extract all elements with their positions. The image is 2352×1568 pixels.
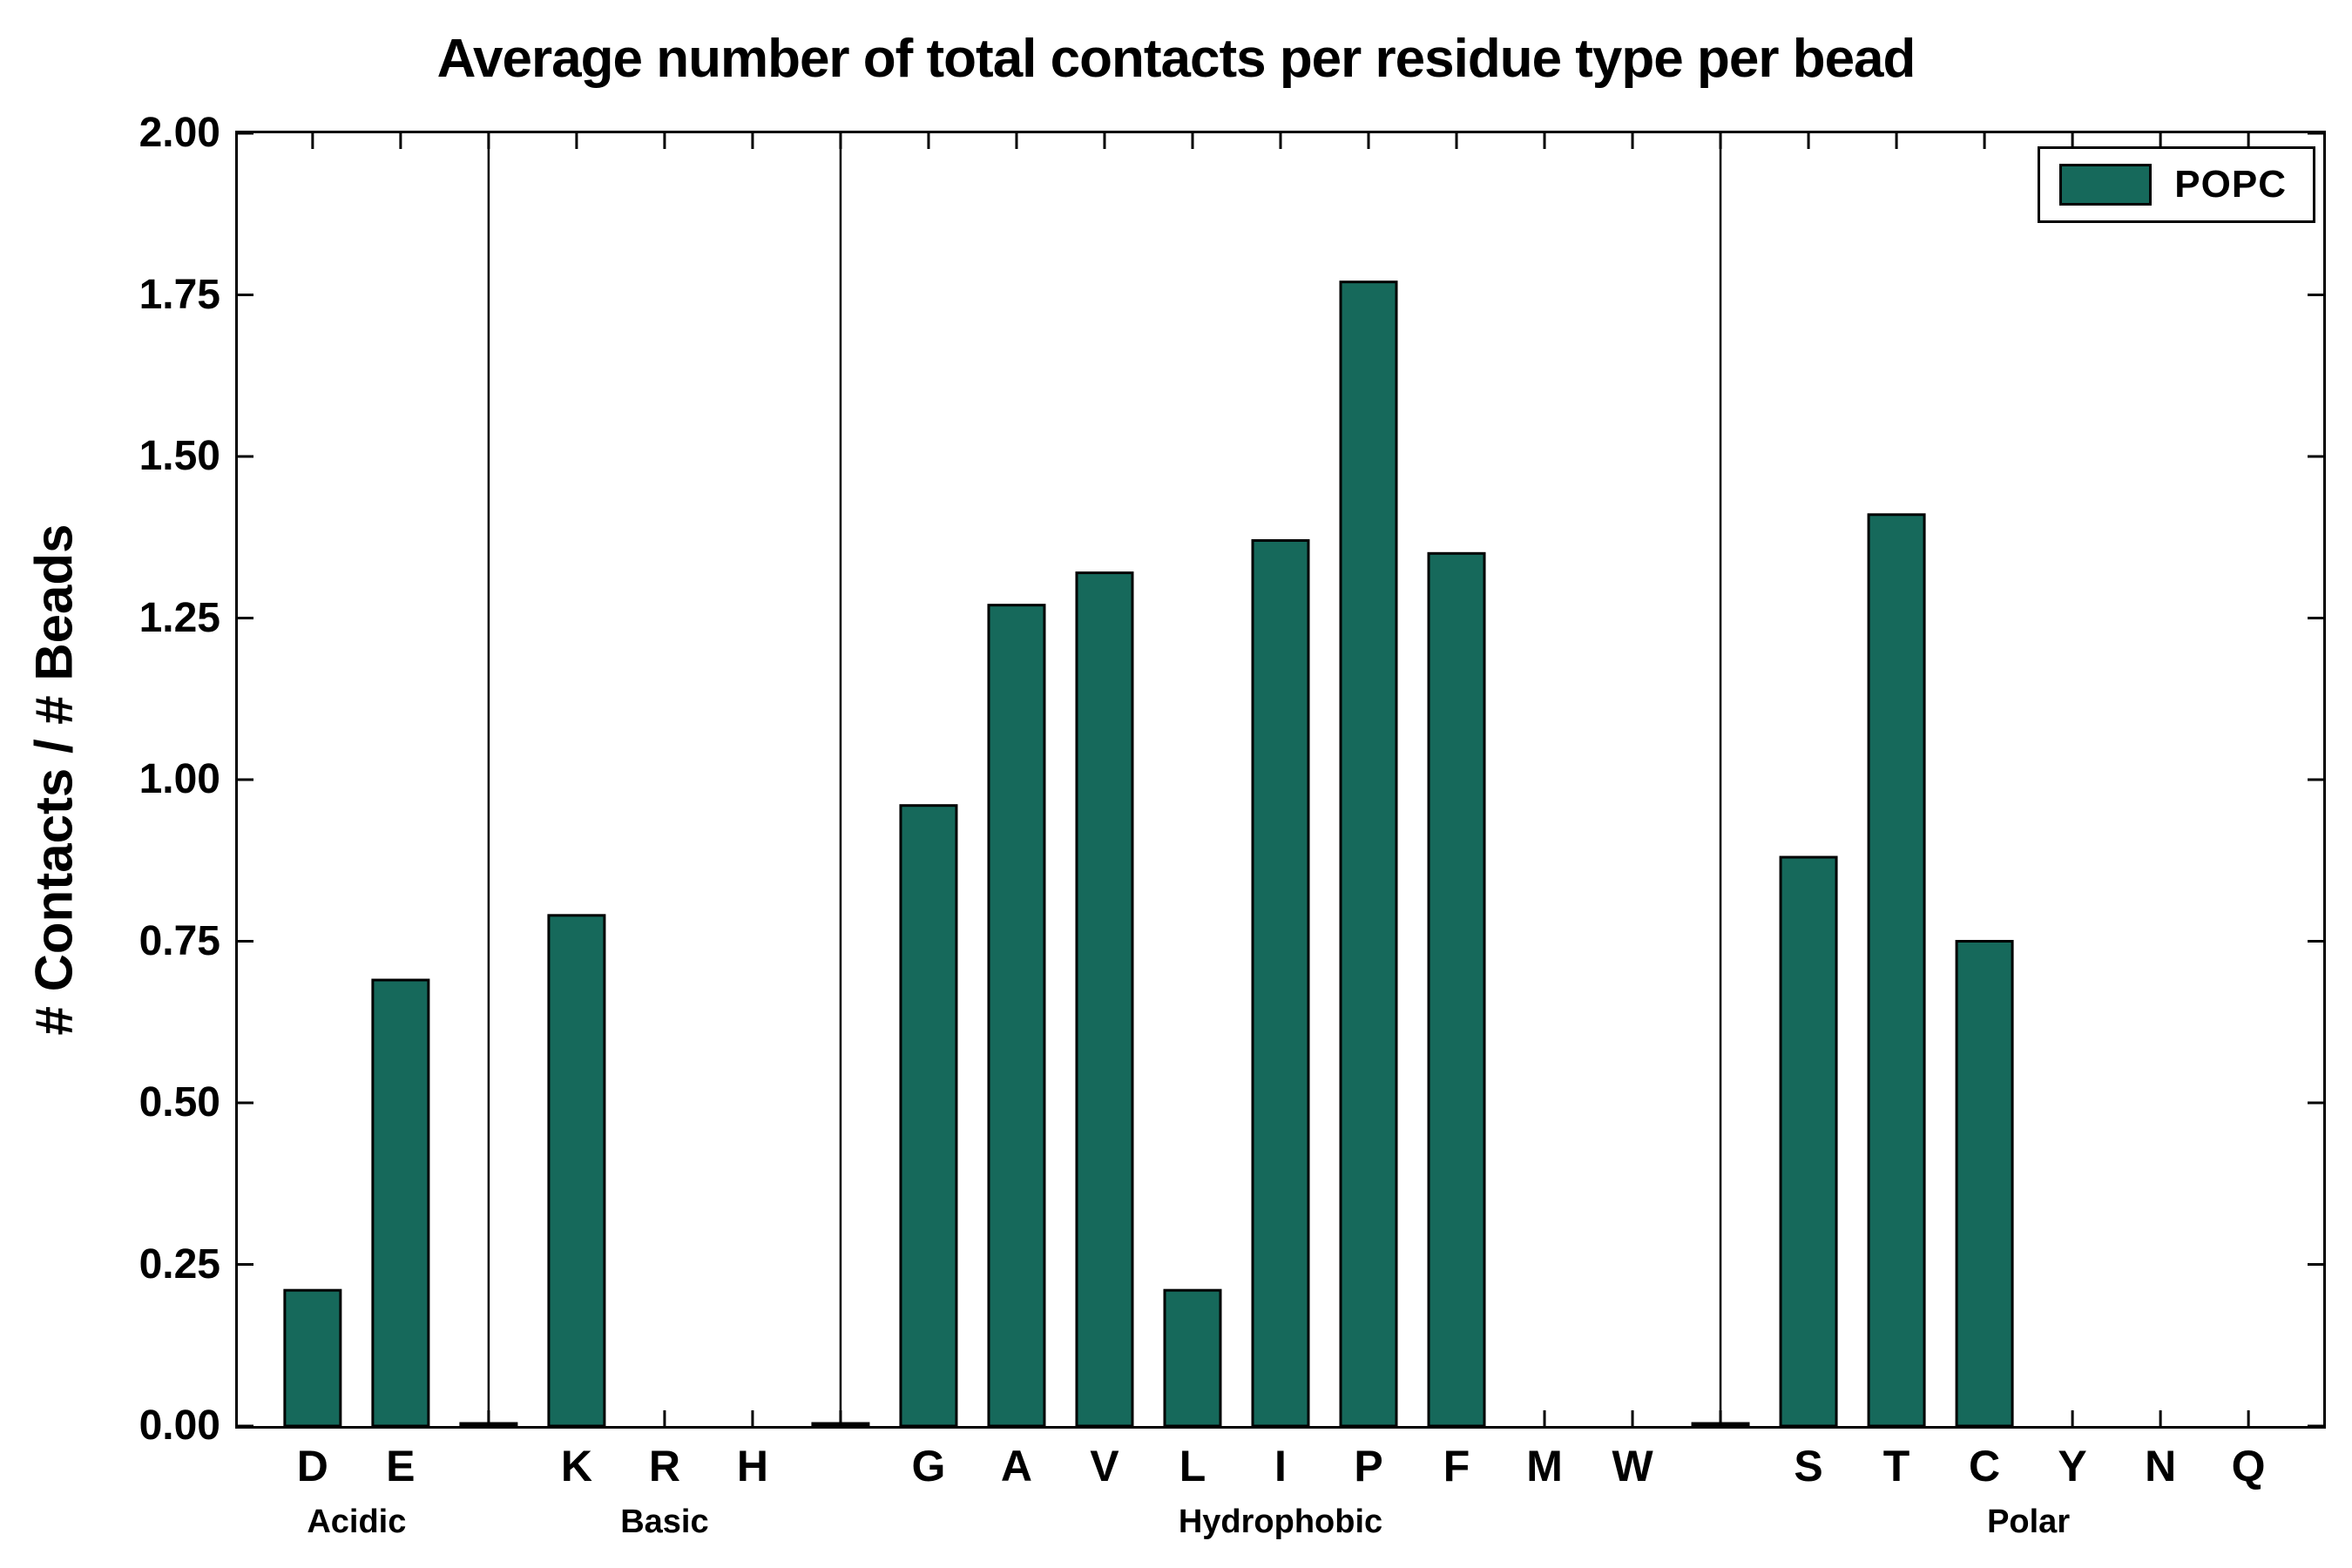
gap-marker-bar [459, 1422, 518, 1426]
bar-I [1251, 538, 1310, 1426]
y-tick-label-0.25: 0.25 [139, 1240, 220, 1288]
x-tick-label-G: G [911, 1442, 946, 1490]
y-tick-label-0.75: 0.75 [139, 917, 220, 964]
x-tick-label-Y: Y [2058, 1442, 2087, 1490]
x-tick-label-M: M [1526, 1442, 1563, 1490]
y-tick-label-1.50: 1.50 [139, 433, 220, 479]
x-tick-label-S: S [1794, 1442, 1823, 1490]
bar-K [547, 914, 606, 1426]
gap-marker-bar [1691, 1422, 1750, 1426]
x-tick-label-C: C [1969, 1442, 2001, 1490]
x-tick-label-A: A [1000, 1442, 1033, 1490]
y-tick-label-1.25: 1.25 [139, 594, 220, 641]
x-tick-label-N: N [2145, 1442, 2177, 1490]
group-label-polar: Polar [1987, 1504, 2071, 1540]
x-tick-label-D: D [296, 1442, 328, 1490]
x-tick-label-L: L [1179, 1442, 1206, 1490]
plot-area [235, 131, 2326, 1429]
x-tick-label-K: K [560, 1442, 592, 1490]
bar-P [1339, 280, 1398, 1426]
y-axis-label: # Contacts / # Beads [24, 524, 84, 1036]
bar-F [1427, 551, 1486, 1426]
bar-D [283, 1288, 342, 1426]
legend: POPC [2038, 146, 2315, 223]
x-tick-label-T: T [1882, 1442, 1910, 1490]
y-tick-label-0.00: 0.00 [139, 1402, 220, 1449]
bar-L [1163, 1288, 1222, 1426]
bar-E [371, 978, 430, 1426]
group-label-acidic: Acidic [307, 1504, 407, 1540]
bar-C [1955, 940, 2014, 1426]
y-tick-label-2.00: 2.00 [139, 110, 220, 156]
bar-A [987, 604, 1046, 1426]
legend-swatch-popc [2059, 164, 2153, 206]
x-tick-label-Q: Q [2231, 1442, 2266, 1490]
y-tick-label-1.00: 1.00 [139, 756, 220, 802]
x-tick-label-V: V [1090, 1442, 1119, 1490]
chart-title: Average number of total contacts per res… [436, 29, 1916, 89]
bar-G [899, 804, 958, 1426]
legend-label: POPC [2174, 163, 2287, 206]
y-tick-label-0.50: 0.50 [139, 1079, 220, 1125]
x-tick-label-H: H [736, 1442, 768, 1490]
bar-T [1867, 513, 1926, 1426]
x-tick-label-E: E [386, 1442, 416, 1490]
x-tick-label-R: R [648, 1442, 680, 1490]
y-tick-label-1.75: 1.75 [139, 271, 220, 318]
plot-canvas [238, 133, 2323, 1426]
x-tick-label-W: W [1612, 1442, 1653, 1490]
group-label-hydrophobic: Hydrophobic [1178, 1504, 1383, 1540]
x-tick-label-P: P [1354, 1442, 1383, 1490]
bar-S [1779, 855, 1838, 1426]
bar-V [1075, 571, 1134, 1426]
x-tick-label-F: F [1443, 1442, 1470, 1490]
gap-marker-bar [811, 1422, 870, 1426]
group-label-basic: Basic [620, 1504, 709, 1540]
x-tick-label-I: I [1274, 1442, 1287, 1490]
